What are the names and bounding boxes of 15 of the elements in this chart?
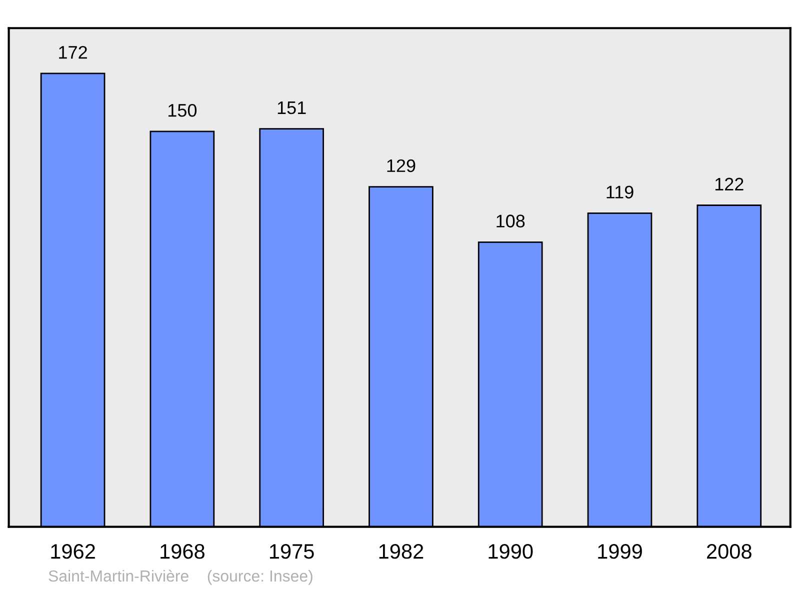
data-label: 122 <box>715 178 744 190</box>
x-tick-label: 1962 <box>51 544 95 559</box>
x-tick-label: 1975 <box>270 544 314 559</box>
data-label: 172 <box>59 46 87 59</box>
x-tick-label: 2008 <box>707 544 752 559</box>
x-tick-label: 1968 <box>160 544 204 559</box>
data-label: 151 <box>278 102 306 114</box>
data-label: 108 <box>496 214 525 228</box>
data-label: 119 <box>606 186 634 198</box>
x-tick-label: 1982 <box>379 544 424 559</box>
x-tick-label: 1990 <box>488 544 533 559</box>
data-label: 129 <box>387 159 416 172</box>
data-label: 150 <box>168 104 197 117</box>
x-tick-label: 1999 <box>598 544 642 559</box>
text: Saint-Martin-Rivière (source: Insee) <box>48 570 312 585</box>
